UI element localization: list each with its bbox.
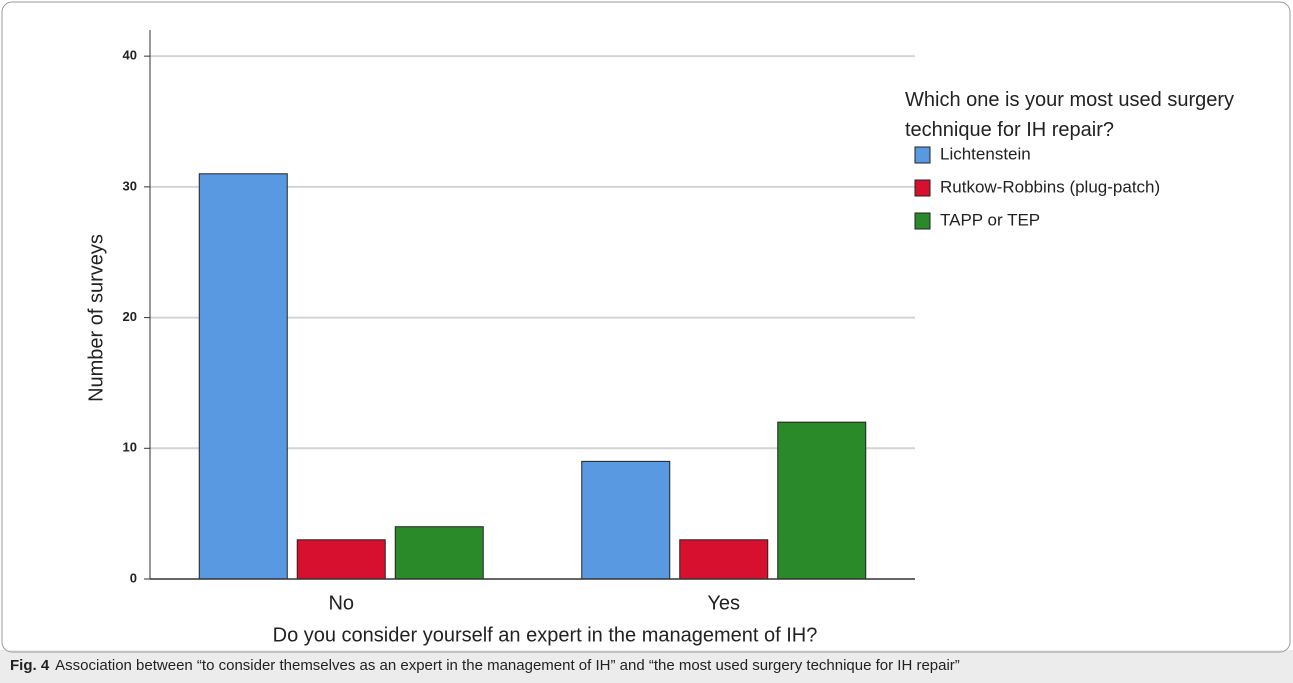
legend-title: Which one is your most used surgery tech… [905,89,1235,141]
frame [1,1,1291,653]
bar [198,173,288,580]
bar [679,539,769,580]
legend-label: TAPP or TEP [940,210,1040,229]
bar [777,421,867,580]
y-axis-title: Number of surveys [85,234,107,402]
caption-label: Fig. 4 [10,657,50,674]
y-tick-label: 40 [123,48,137,63]
legend-swatch [914,179,931,197]
x-axis-title: Do you consider yourself an expert in th… [273,624,818,646]
legend-label: Rutkow-Robbins (plug-patch) [940,177,1160,196]
bar [394,526,484,580]
bar [581,460,671,580]
caption: Fig. 4 Association between “to consider t… [10,657,960,674]
bar [296,539,386,580]
y-tick-label: 20 [123,309,137,324]
legend-swatch [914,146,931,164]
legend-swatch [914,212,931,230]
x-tick-label: Yes [707,592,740,614]
x-tick-label: No [328,592,354,614]
y-tick-label: 30 [123,178,137,193]
caption-text: Association between “to consider themsel… [55,657,960,674]
legend-label: Lichtenstein [940,144,1031,163]
y-tick-label: 0 [130,570,137,585]
caption-band [0,650,1293,683]
y-tick-label: 10 [123,440,137,455]
